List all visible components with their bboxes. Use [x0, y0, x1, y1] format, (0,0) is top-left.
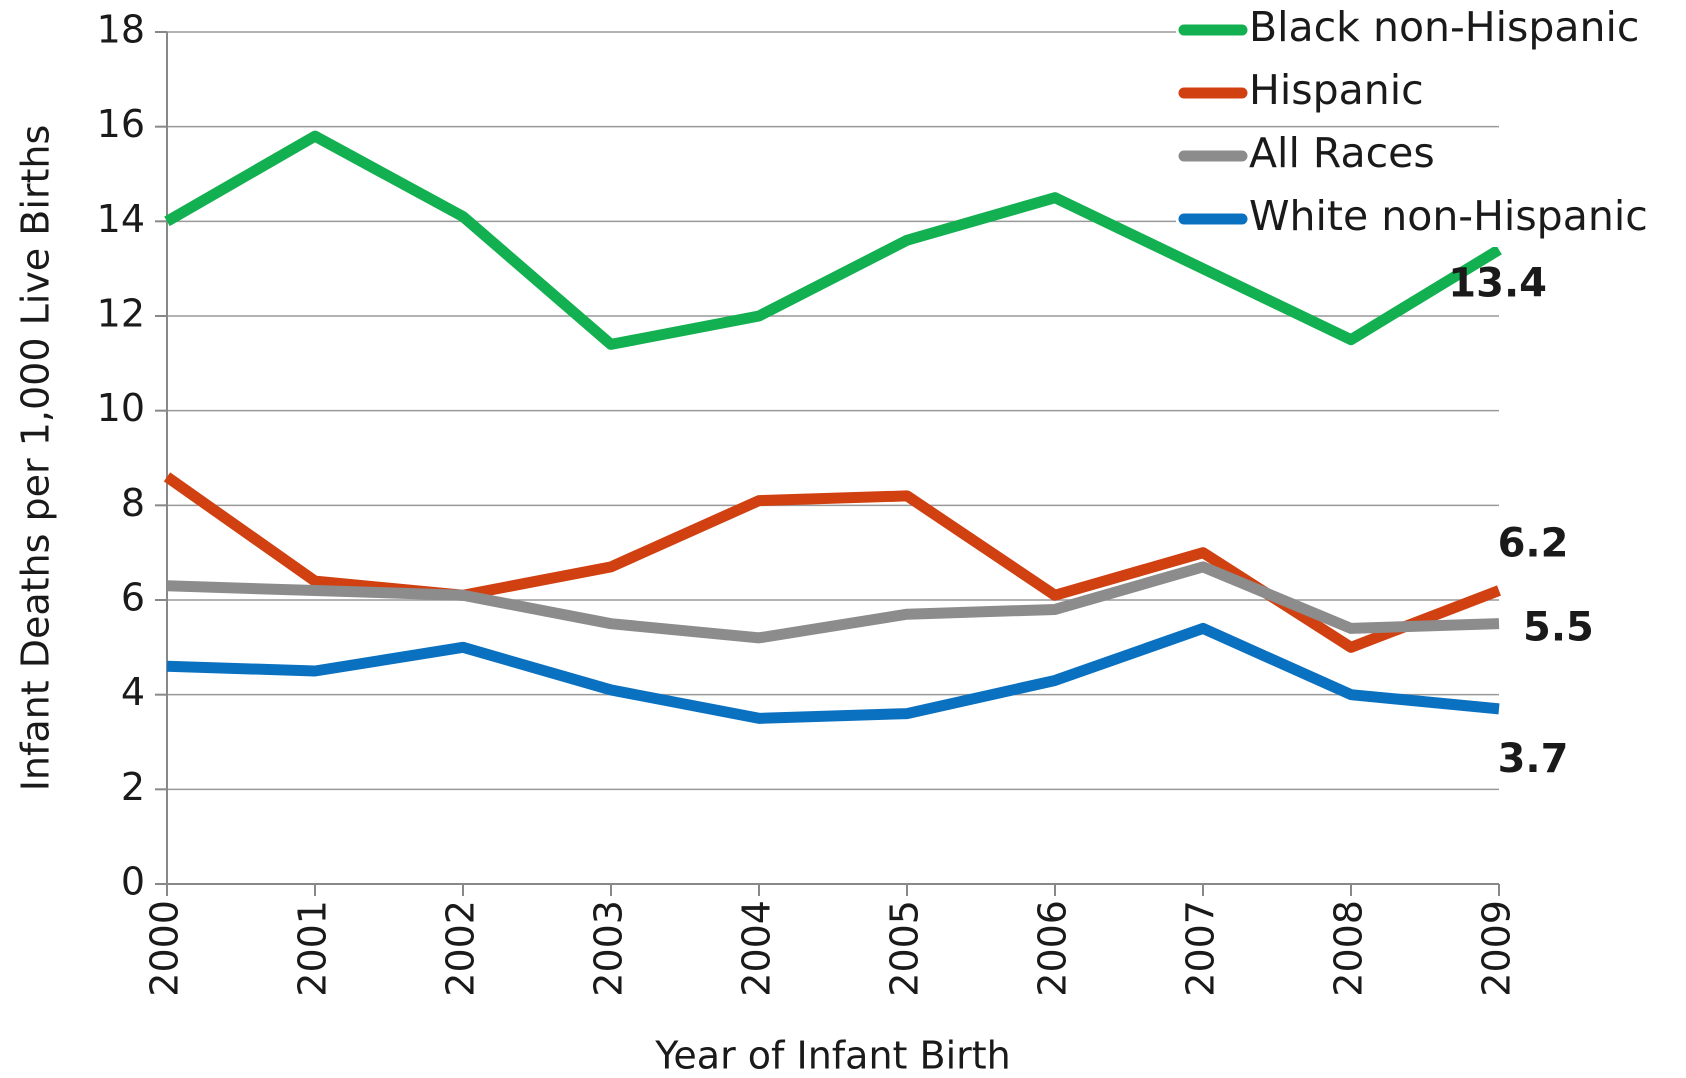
x-tick-label: 2005 — [883, 900, 927, 997]
legend-bg — [1176, 191, 1681, 247]
x-tick-label: 2001 — [291, 900, 335, 997]
x-tick-label: 2004 — [735, 900, 779, 997]
y-tick-label: 18 — [97, 8, 145, 52]
legend-bg — [1176, 2, 1681, 58]
y-tick-label: 6 — [121, 576, 145, 620]
legend-bg — [1176, 65, 1681, 121]
y-tick-label: 16 — [97, 102, 145, 146]
series-line — [164, 130, 1502, 350]
end-label: 3.7 — [1498, 736, 1569, 782]
y-tick-label: 14 — [97, 197, 145, 241]
end-label: 5.5 — [1523, 605, 1594, 651]
y-tick-label: 8 — [121, 481, 145, 525]
series-line — [166, 622, 1500, 724]
x-tick-label: 2009 — [1475, 900, 1519, 997]
x-tick-label: 2007 — [1179, 900, 1223, 997]
x-tick-label: 2000 — [143, 900, 187, 997]
y-tick-label: 12 — [97, 292, 145, 336]
legend-label: Black non-Hispanic — [1249, 3, 1639, 51]
y-tick-label: 2 — [121, 765, 145, 809]
legend-label: All Races — [1249, 129, 1435, 177]
y-axis-title: Infant Deaths per 1,000 Live Births — [14, 125, 58, 792]
x-axis-title: Year of Infant Birth — [654, 1034, 1011, 1078]
x-tick-label: 2003 — [587, 900, 631, 997]
x-tick-label: 2002 — [439, 900, 483, 997]
end-label: 6.2 — [1498, 521, 1569, 567]
y-tick-label: 0 — [121, 860, 145, 904]
series-line — [166, 561, 1500, 644]
y-tick-label: 4 — [121, 670, 145, 714]
y-tick-label: 10 — [97, 386, 145, 430]
end-label: 13.4 — [1448, 261, 1547, 307]
legend-label: Hispanic — [1249, 66, 1424, 114]
legend-label: White non-Hispanic — [1249, 192, 1648, 240]
x-tick-label: 2008 — [1327, 900, 1371, 997]
x-tick-label: 2006 — [1031, 900, 1075, 997]
legend-bg — [1176, 128, 1681, 184]
